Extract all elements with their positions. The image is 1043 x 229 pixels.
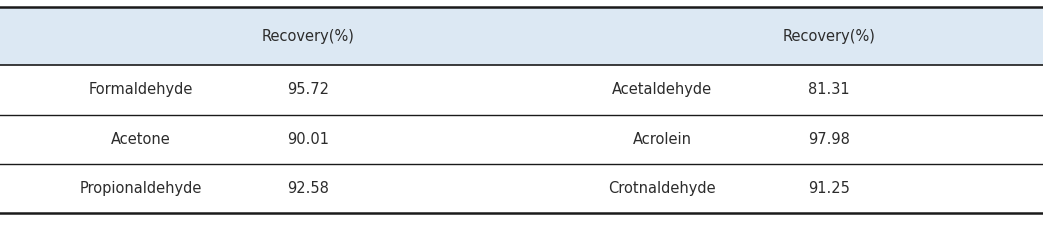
Bar: [0, 7, 1043, 65]
Text: Acrolein: Acrolein: [633, 132, 692, 147]
Text: 95.72: 95.72: [287, 82, 329, 97]
Text: Crotnaldehyde: Crotnaldehyde: [608, 181, 717, 196]
Text: 91.25: 91.25: [808, 181, 850, 196]
Text: Acetaldehyde: Acetaldehyde: [612, 82, 712, 97]
Text: 92.58: 92.58: [287, 181, 329, 196]
Text: 81.31: 81.31: [808, 82, 850, 97]
Text: 90.01: 90.01: [287, 132, 329, 147]
Text: 97.98: 97.98: [808, 132, 850, 147]
Text: Propionaldehyde: Propionaldehyde: [79, 181, 202, 196]
Text: Acetone: Acetone: [111, 132, 171, 147]
Text: Formaldehyde: Formaldehyde: [89, 82, 193, 97]
Text: Recovery(%): Recovery(%): [782, 29, 876, 44]
Text: Recovery(%): Recovery(%): [261, 29, 355, 44]
